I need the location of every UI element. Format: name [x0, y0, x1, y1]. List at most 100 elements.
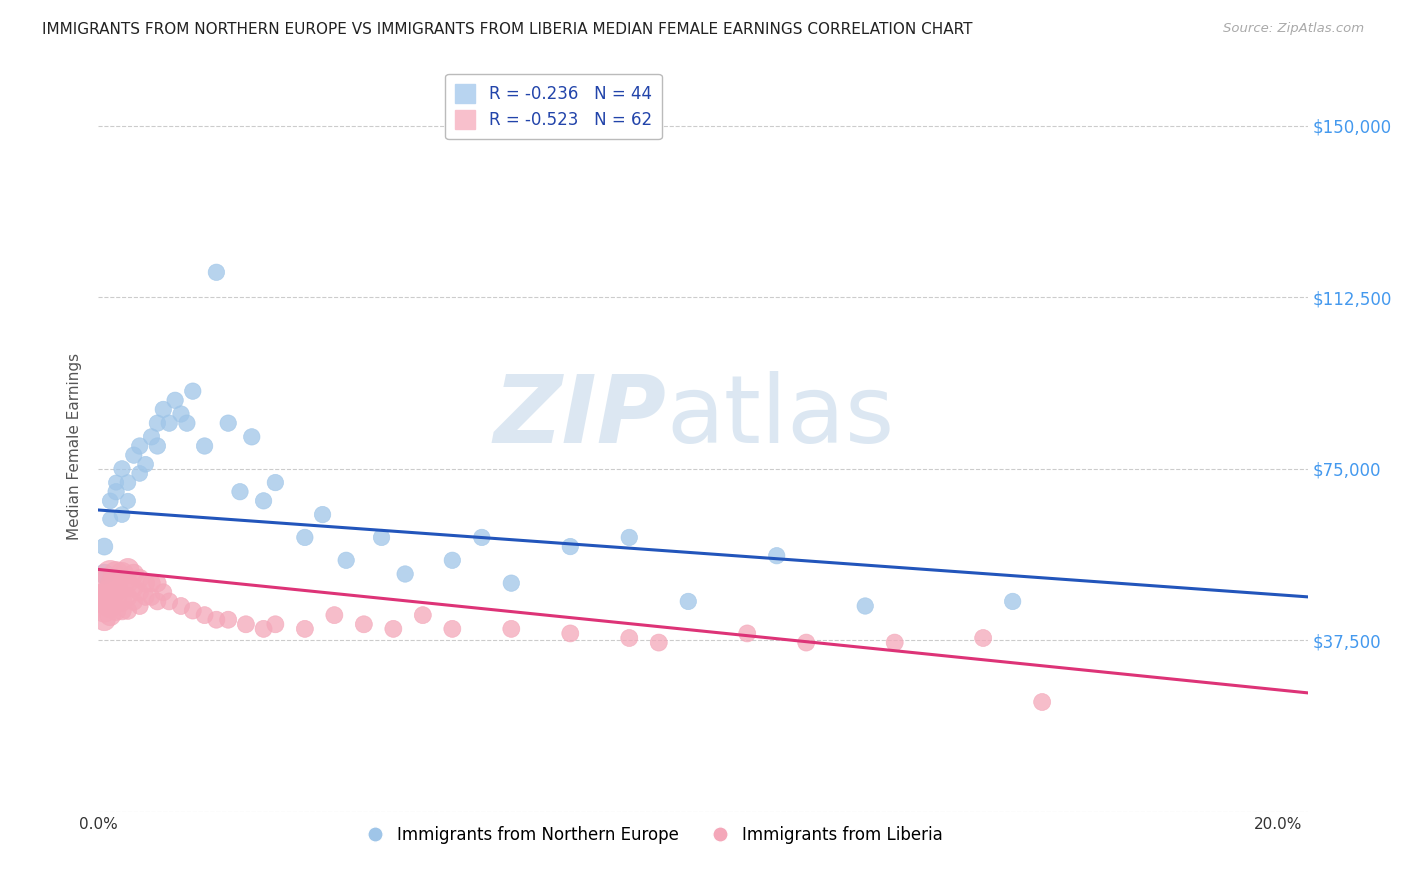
Point: [98, 567, 121, 582]
Point: [135, 457, 157, 471]
Point: [122, 594, 145, 608]
Text: Source: ZipAtlas.com: Source: ZipAtlas.com: [1223, 22, 1364, 36]
Point: [105, 567, 128, 582]
Point: [105, 475, 128, 490]
Point: [141, 576, 163, 591]
Point: [128, 572, 150, 586]
Point: [217, 613, 239, 627]
Point: [441, 622, 464, 636]
Point: [205, 265, 228, 279]
Point: [560, 540, 582, 554]
Point: [619, 530, 641, 544]
Point: [205, 613, 228, 627]
Point: [382, 622, 405, 636]
Point: [146, 439, 169, 453]
Point: [501, 622, 523, 636]
Point: [141, 430, 163, 444]
Point: [98, 590, 121, 604]
Point: [117, 590, 139, 604]
Point: [441, 553, 464, 567]
Point: [128, 585, 150, 599]
Point: [105, 585, 128, 599]
Point: [217, 416, 239, 430]
Point: [229, 484, 252, 499]
Point: [135, 576, 157, 591]
Point: [157, 594, 180, 608]
Point: [323, 608, 346, 623]
Point: [111, 462, 134, 476]
Point: [117, 493, 139, 508]
Point: [122, 581, 145, 595]
Point: [678, 594, 700, 608]
Point: [152, 585, 174, 599]
Point: [122, 567, 145, 582]
Text: atlas: atlas: [666, 371, 896, 463]
Point: [311, 508, 333, 522]
Point: [252, 622, 274, 636]
Point: [105, 603, 128, 617]
Point: [105, 581, 128, 595]
Point: [619, 631, 641, 645]
Point: [471, 530, 494, 544]
Point: [98, 585, 121, 599]
Point: [264, 617, 287, 632]
Point: [235, 617, 257, 632]
Point: [335, 553, 357, 567]
Point: [98, 576, 121, 591]
Point: [141, 590, 163, 604]
Y-axis label: Median Female Earnings: Median Female Earnings: [67, 352, 83, 540]
Point: [105, 484, 128, 499]
Point: [152, 402, 174, 417]
Point: [117, 562, 139, 576]
Point: [1031, 695, 1053, 709]
Point: [560, 626, 582, 640]
Point: [93, 603, 115, 617]
Point: [883, 635, 905, 649]
Point: [128, 599, 150, 613]
Point: [146, 416, 169, 430]
Point: [111, 603, 134, 617]
Point: [93, 585, 115, 599]
Point: [93, 613, 115, 627]
Point: [264, 475, 287, 490]
Point: [111, 581, 134, 595]
Point: [412, 608, 434, 623]
Point: [135, 590, 157, 604]
Point: [157, 416, 180, 430]
Point: [93, 590, 115, 604]
Point: [370, 530, 392, 544]
Point: [501, 576, 523, 591]
Text: ZIP: ZIP: [494, 371, 666, 463]
Point: [165, 393, 187, 408]
Point: [648, 635, 671, 649]
Point: [294, 530, 316, 544]
Point: [117, 576, 139, 591]
Point: [181, 603, 204, 617]
Point: [122, 448, 145, 462]
Point: [111, 594, 134, 608]
Point: [170, 407, 193, 421]
Point: [794, 635, 817, 649]
Point: [128, 439, 150, 453]
Point: [735, 626, 758, 640]
Point: [128, 467, 150, 481]
Point: [93, 576, 115, 591]
Point: [972, 631, 994, 645]
Point: [146, 576, 169, 591]
Point: [111, 508, 134, 522]
Point: [181, 384, 204, 398]
Point: [117, 603, 139, 617]
Text: IMMIGRANTS FROM NORTHERN EUROPE VS IMMIGRANTS FROM LIBERIA MEDIAN FEMALE EARNING: IMMIGRANTS FROM NORTHERN EUROPE VS IMMIG…: [42, 22, 973, 37]
Point: [294, 622, 316, 636]
Point: [240, 430, 263, 444]
Point: [98, 512, 121, 526]
Point: [394, 567, 416, 582]
Point: [252, 493, 274, 508]
Point: [93, 594, 115, 608]
Point: [98, 599, 121, 613]
Legend: Immigrants from Northern Europe, Immigrants from Liberia: Immigrants from Northern Europe, Immigra…: [360, 820, 949, 851]
Point: [353, 617, 375, 632]
Point: [146, 594, 169, 608]
Point: [111, 567, 134, 582]
Point: [93, 540, 115, 554]
